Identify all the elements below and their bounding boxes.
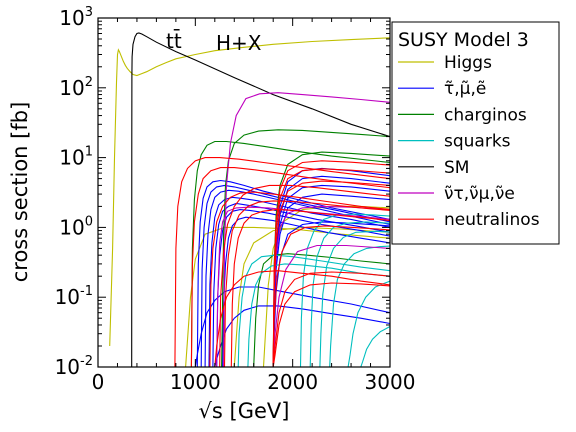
series-line-4 [262, 205, 390, 367]
series-line-33 [272, 205, 390, 367]
y-tick-label: 10-1 [55, 284, 93, 309]
legend-label: SM [444, 158, 469, 178]
series-line-8 [208, 196, 390, 367]
series-line-5 [196, 179, 390, 367]
series-line-41 [214, 270, 390, 367]
legend-box [391, 21, 560, 245]
series-line-6 [200, 184, 390, 367]
series-line-21 [253, 253, 390, 367]
series-line-11 [222, 216, 390, 367]
series-line-45 [272, 225, 390, 367]
series-line-47 [272, 282, 390, 367]
series-line-20 [221, 129, 390, 367]
series-line-19 [190, 140, 390, 367]
legend-label: ν̃τ,ν̃μ,ν̃e [444, 184, 515, 204]
series-line-0 [109, 37, 390, 347]
series-line-26 [309, 221, 390, 367]
annotation-hx: H+X [216, 31, 262, 55]
data-series [109, 32, 390, 367]
series-line-18 [272, 221, 390, 367]
series-line-17 [272, 193, 390, 367]
y-tick-label: 10-2 [55, 354, 93, 379]
series-line-38 [219, 184, 390, 367]
y-tick-label: 103 [59, 5, 93, 30]
series-line-29 [347, 280, 390, 367]
x-tick-label: 1000 [170, 370, 221, 394]
series-line-25 [299, 213, 390, 367]
x-axis-label: √s [GeV] [199, 399, 290, 423]
legend-label: charginos [444, 105, 527, 125]
legend-title: SUSY Model 3 [398, 29, 529, 51]
axis-ticks: 0 1000 2000 3000 10-2 10-1 100 101 102 103 [55, 5, 416, 394]
annotation-ttbar: tt̄ [166, 28, 182, 53]
legend-label: squarks [444, 132, 511, 152]
series-line-44 [272, 180, 390, 367]
series-line-28 [329, 245, 390, 367]
series-line-34 [272, 244, 390, 367]
y-axis-label: cross section [fb] [8, 102, 32, 283]
series-line-35 [174, 157, 390, 367]
series-line-1 [131, 32, 390, 367]
y-tick-label: 100 [59, 214, 93, 239]
series-line-30 [360, 326, 390, 367]
series-line-3 [233, 226, 390, 367]
series-line-46 [272, 271, 390, 367]
legend: SUSY Model 3 Higgs τ̃,μ̃,ẽ charginos squark… [391, 21, 560, 245]
series-line-39 [223, 200, 390, 367]
series-line-37 [209, 191, 390, 367]
series-line-40 [230, 209, 390, 367]
x-tick-label: 2000 [267, 370, 318, 394]
series-line-7 [204, 189, 390, 367]
series-line-36 [190, 167, 390, 367]
series-line-27 [319, 230, 390, 367]
plot-frame [97, 17, 391, 368]
series-line-23 [237, 254, 390, 367]
series-line-31 [223, 92, 390, 367]
y-tick-label: 102 [59, 75, 93, 100]
legend-label: neutralinos [444, 210, 540, 230]
legend-label: τ̃,μ̃,ẽ [444, 79, 486, 99]
y-tick-label: 101 [59, 145, 93, 170]
legend-entries: Higgs τ̃,μ̃,ẽ charginos squarks SM ν̃τ,ν̃μ,ν̃… [398, 53, 540, 230]
legend-label: Higgs [444, 53, 492, 73]
x-tick-label: 0 [92, 370, 105, 394]
x-tick-label: 3000 [365, 370, 416, 394]
